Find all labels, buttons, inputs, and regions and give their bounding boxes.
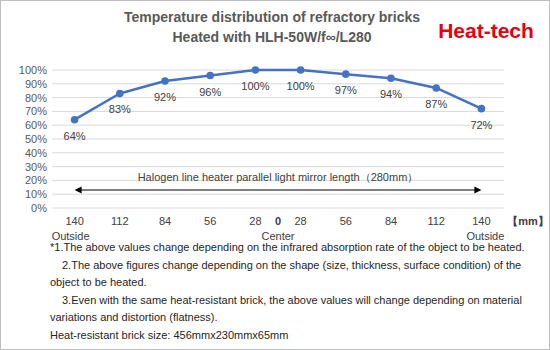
data-label: 94% <box>380 88 402 100</box>
data-point <box>297 66 305 74</box>
span-arrow-line <box>77 190 480 191</box>
x-tick-label: 28 <box>249 215 261 227</box>
note: 3.Even with the same heat-resistant bric… <box>62 294 522 306</box>
data-label: 100% <box>241 80 269 92</box>
x-tick-label: 140 <box>65 215 83 227</box>
chart: Temperature distribution of refractory b… <box>0 0 550 350</box>
grid-line <box>52 139 504 140</box>
y-tick-label: 40% <box>25 147 47 159</box>
y-tick-label: 10% <box>25 188 47 200</box>
grid-line <box>52 152 504 153</box>
data-label: 72% <box>470 119 492 131</box>
x-tick-label: 56 <box>204 215 216 227</box>
data-point <box>161 77 169 85</box>
data-point <box>342 70 350 78</box>
y-tick-label: 90% <box>25 78 47 90</box>
title: Temperature distribution of refractory b… <box>124 9 420 25</box>
span-arrow-head <box>75 187 82 194</box>
y-tick-label: 70% <box>25 105 47 117</box>
grid-line <box>52 208 504 209</box>
x-tick-label: 140 <box>472 215 490 227</box>
y-tick-label: 50% <box>25 133 47 145</box>
x-tick-label: 56 <box>340 215 352 227</box>
data-point <box>116 90 124 98</box>
note: variations and distortion (flatness). <box>50 311 218 323</box>
data-label: 96% <box>199 86 221 98</box>
brand-logo: Heat-tech <box>438 19 534 42</box>
subtitle: Heated with HLH-50W/f∞/L280 <box>172 29 371 45</box>
span-annotation: Halogen line heater parallel light mirro… <box>138 171 419 183</box>
x-unit-label: 【mm】 <box>507 215 549 227</box>
series <box>71 66 485 123</box>
note: object to be heated. <box>50 276 147 288</box>
span-arrow-head <box>474 187 481 194</box>
x-tick-label: 84 <box>385 215 397 227</box>
x-tick-label: 112 <box>111 215 129 227</box>
data-label: 97% <box>335 84 357 96</box>
y-tick-label: 100% <box>19 64 47 76</box>
y-tick-label: 20% <box>25 174 47 186</box>
data-point <box>478 105 486 113</box>
data-label: 83% <box>109 103 131 115</box>
y-tick-label: 60% <box>25 119 47 131</box>
y-tick-label: 0% <box>31 202 47 214</box>
data-point <box>71 116 79 124</box>
note: *1.The above values change depending on … <box>50 241 525 253</box>
data-point <box>432 84 440 92</box>
grid <box>52 70 504 208</box>
x-tick-label: 28 <box>294 215 306 227</box>
data-label: 64% <box>64 130 86 142</box>
data-point <box>252 66 260 74</box>
note: 2.The above figures change depending on … <box>62 259 521 271</box>
grid-line <box>52 166 504 167</box>
y-tick-label: 30% <box>25 161 47 173</box>
grid-line <box>52 194 504 195</box>
data-point <box>387 74 395 82</box>
center-tick-label: 0 <box>275 215 281 227</box>
data-label: 87% <box>425 98 447 110</box>
x-tick-label: 112 <box>427 215 445 227</box>
y-tick-label: 80% <box>25 92 47 104</box>
note: Heat-resistant brick size: 456mmx230mmx6… <box>50 329 288 341</box>
grid-line <box>52 125 504 126</box>
chart-border <box>1 1 550 350</box>
data-label: 92% <box>154 91 176 103</box>
x-tick-label: 84 <box>159 215 171 227</box>
data-label: 100% <box>287 80 315 92</box>
data-point <box>206 72 214 80</box>
series-line <box>75 70 482 120</box>
